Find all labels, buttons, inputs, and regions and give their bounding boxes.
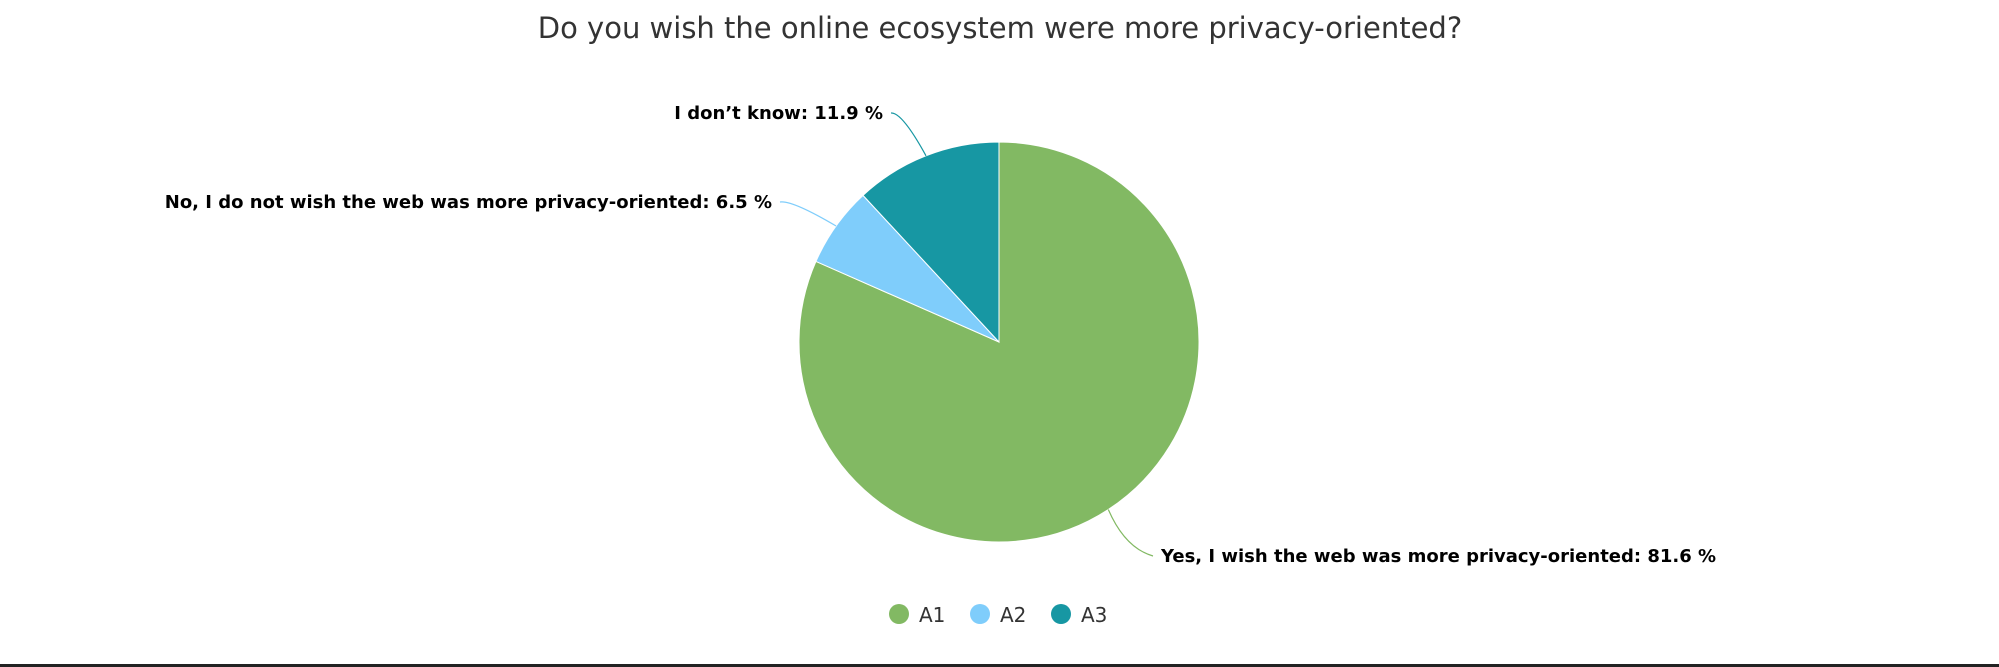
label-connector-a3 [890, 112, 927, 157]
legend-item-a2[interactable]: A2 [970, 603, 1026, 627]
label-connector-a1 [1107, 509, 1154, 557]
legend-label: A1 [919, 603, 945, 627]
legend-label: A3 [1081, 603, 1107, 627]
legend-marker [970, 604, 990, 624]
pie-slice-a3[interactable] [862, 141, 1000, 344]
slice-labels: Yes, I wish the web was more privacy-ori… [165, 103, 1716, 567]
label-connector-a2 [779, 201, 837, 227]
slice-label-a2: No, I do not wish the web was more priva… [165, 192, 772, 213]
pie-slices [798, 141, 1200, 543]
bottom-border [0, 664, 1999, 667]
legend: A1 A2 A3 [889, 603, 1107, 627]
legend-item-a3[interactable]: A3 [1051, 603, 1107, 627]
legend-item-a1[interactable]: A1 [889, 603, 945, 627]
slice-label-a3: I don’t know: 11.9 % [674, 103, 883, 124]
label-connectors [779, 112, 1154, 557]
chart-title: Do you wish the online ecosystem were mo… [538, 11, 1462, 45]
legend-label: A2 [1000, 603, 1026, 627]
legend-marker [1051, 604, 1071, 624]
legend-marker [889, 604, 909, 624]
slice-label-a1: Yes, I wish the web was more privacy-ori… [1160, 546, 1716, 567]
